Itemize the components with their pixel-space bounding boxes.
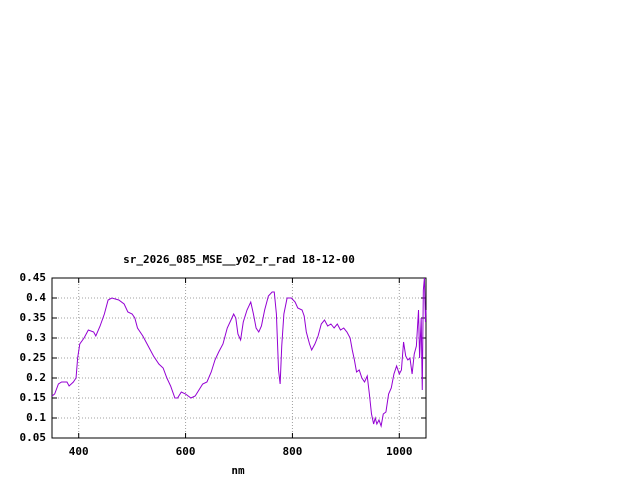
y-tick-label: 0.35: [20, 311, 47, 324]
y-tick-label: 0.25: [20, 351, 47, 364]
y-tick-label: 0.15: [20, 391, 47, 404]
x-tick-label: 800: [282, 445, 302, 458]
x-tick-label: 1000: [386, 445, 413, 458]
plot-border: [51, 277, 427, 439]
x-axis-label: nm: [231, 464, 245, 477]
y-tick-label: 0.2: [26, 371, 46, 384]
y-tick-label: 0.1: [26, 411, 46, 424]
chart-title: sr_2026_085_MSE__y02_r_rad 18-12-00: [123, 253, 355, 266]
y-tick-label: 0.05: [20, 431, 47, 444]
y-tick-label: 0.3: [26, 331, 46, 344]
x-tick-label: 600: [176, 445, 196, 458]
x-tick-label: 400: [69, 445, 89, 458]
y-tick-label: 0.45: [20, 271, 47, 284]
data-line: [51, 277, 427, 428]
y-tick-label: 0.4: [26, 291, 46, 304]
